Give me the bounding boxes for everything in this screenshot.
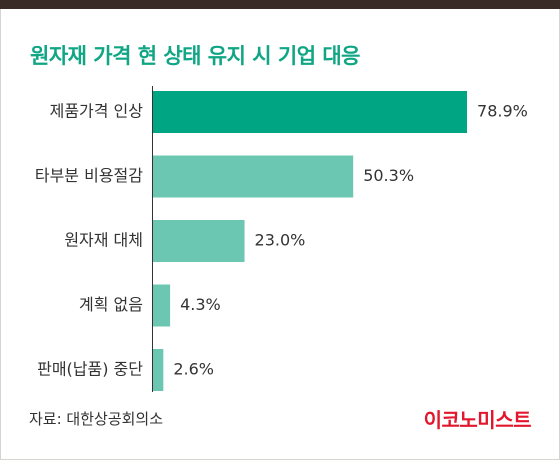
source-note: 자료: 대한상공회의소 [29,410,164,428]
category-label: 원자재 대체 [64,231,143,250]
value-label: 50.3% [363,166,414,185]
bar [153,284,171,327]
bar [153,220,245,262]
chart-title: 원자재 가격 현 상태 유지 시 기업 대응 [30,44,360,68]
value-label: 23.0% [255,231,306,250]
bar [153,155,354,198]
bar [153,91,468,133]
value-label: 78.9% [477,102,528,121]
category-label: 판매(납품) 중단 [37,360,143,379]
publisher-logo: 이코노미스트 [423,408,532,432]
category-label: 타부분 비용절감 [35,166,143,185]
bar [153,349,164,391]
top-band [0,0,560,9]
category-label: 계획 없음 [79,295,143,314]
value-label: 4.3% [180,295,221,314]
value-label: 2.6% [173,360,214,379]
category-label: 제품가격 인상 [50,102,144,121]
